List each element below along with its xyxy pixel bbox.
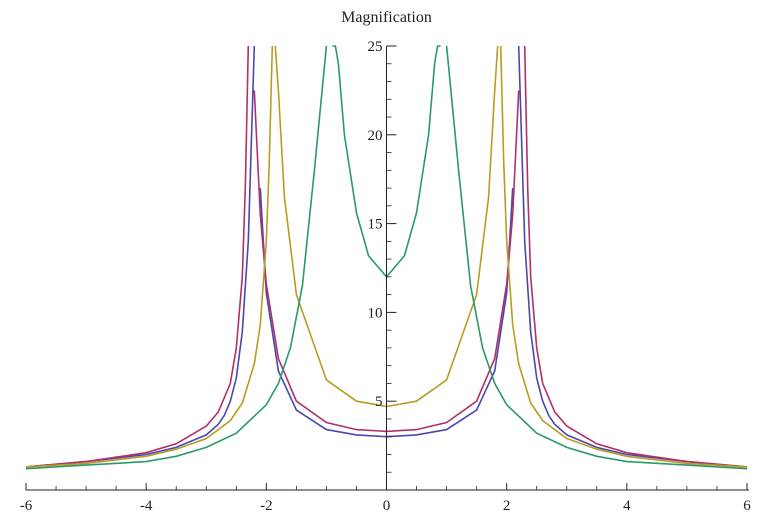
series-4-left-branch	[25, 45, 328, 470]
axes: -6 -4 -2 0 2 4 6 5 10 15 20 25	[20, 39, 752, 514]
y-tick-label: 10	[368, 305, 383, 321]
y-tick-label: 20	[368, 128, 383, 144]
series-curves	[25, 45, 748, 470]
y-tick-label: 25	[368, 39, 383, 55]
series-3-right-branch	[499, 45, 748, 468]
series-1-right-branch	[517, 45, 748, 468]
y-axis-title: Magnification	[341, 9, 432, 26]
series-1-left-branch	[25, 45, 256, 468]
y-tick-label: 15	[368, 217, 383, 233]
series-3-left-branch	[25, 45, 274, 468]
x-tick-label: -4	[140, 498, 153, 514]
x-tick-label: 4	[623, 498, 631, 514]
y-tick-label: 5	[375, 394, 383, 410]
x-tick-label: 0	[383, 498, 391, 514]
x-tick-label: 6	[743, 498, 751, 514]
series-2-right-branch	[523, 45, 748, 468]
series-2-left-branch	[25, 45, 250, 468]
series-4-right-branch	[445, 45, 748, 470]
x-tick-label: -6	[20, 498, 33, 514]
x-tick-label: -2	[260, 498, 273, 514]
x-tick-label: 2	[503, 498, 511, 514]
